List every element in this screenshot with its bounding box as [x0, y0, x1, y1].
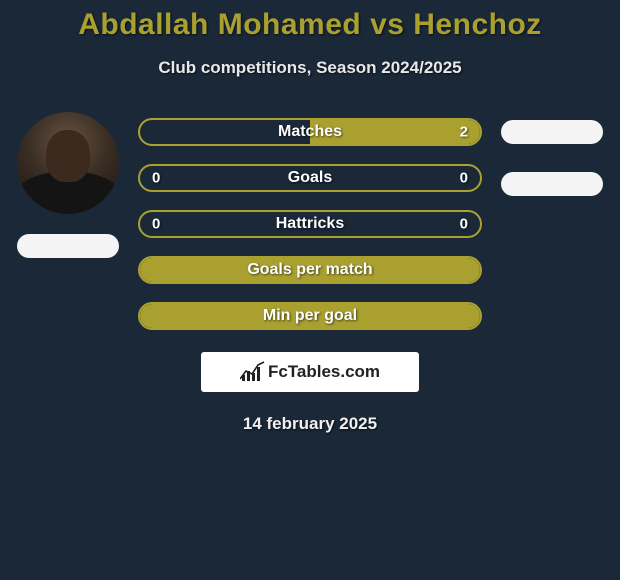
- player-left-avatar: [17, 112, 119, 214]
- comparison-card: Abdallah Mohamed vs Henchoz Club competi…: [0, 0, 620, 434]
- stat-bar: 2 Matches: [138, 118, 482, 146]
- stat-label: Hattricks: [276, 215, 344, 233]
- page-subtitle: Club competitions, Season 2024/2025: [0, 58, 620, 78]
- stat-value-right: 0: [460, 170, 468, 187]
- player-left-name-pill: [17, 234, 119, 258]
- stat-bar: Min per goal: [138, 302, 482, 330]
- stat-value-right: 2: [460, 124, 468, 141]
- brand-logo-text: FcTables.com: [268, 362, 380, 382]
- player-right-pill-1: [501, 120, 603, 144]
- stat-bar: Goals per match: [138, 256, 482, 284]
- player-right-col: [492, 118, 612, 196]
- stat-label: Matches: [278, 123, 342, 141]
- stat-label: Goals per match: [247, 261, 372, 279]
- stat-label: Goals: [288, 169, 332, 187]
- stat-value-right: 0: [460, 216, 468, 233]
- chart-icon: [240, 363, 262, 381]
- stat-value-left: 0: [152, 216, 160, 233]
- stat-value-left: 0: [152, 170, 160, 187]
- stat-bar: 0 0 Goals: [138, 164, 482, 192]
- main-row: 2 Matches 0 0 Goals 0 0 Hattricks Goals per matc…: [0, 118, 620, 330]
- page-title: Abdallah Mohamed vs Henchoz: [0, 8, 620, 42]
- footer-date: 14 february 2025: [0, 414, 620, 434]
- brand-logo-box: FcTables.com: [201, 352, 419, 392]
- stats-column: 2 Matches 0 0 Goals 0 0 Hattricks Goals per matc…: [138, 118, 482, 330]
- player-right-pill-2: [501, 172, 603, 196]
- player-left-col: [8, 118, 128, 258]
- stat-label: Min per goal: [263, 307, 357, 325]
- stat-bar: 0 0 Hattricks: [138, 210, 482, 238]
